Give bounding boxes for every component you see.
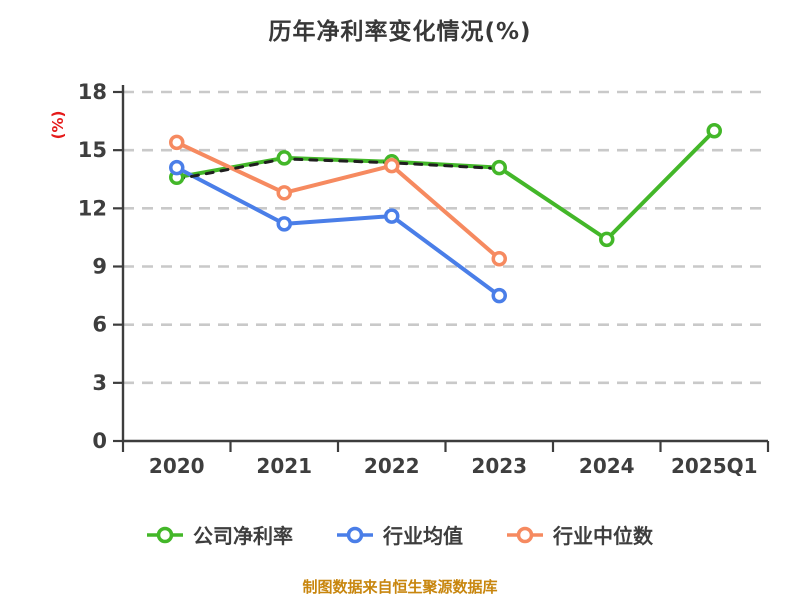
legend-label-industry-average: 行业均值 xyxy=(383,524,463,548)
marker-industry-average-2023 xyxy=(491,287,507,304)
y-tick-label-12: 12 xyxy=(78,196,107,220)
marker-industry-average-2022 xyxy=(384,208,400,224)
legend-marker-blue-icon xyxy=(337,526,373,543)
x-tick-label-2023: 2023 xyxy=(471,454,527,478)
series-line-company-net-margin xyxy=(174,128,717,242)
data-source-note: 制图数据来自恒生聚源数据库 xyxy=(302,578,498,596)
x-tick-label-2024: 2024 xyxy=(579,454,635,478)
y-tick-label-18: 18 xyxy=(78,80,107,104)
y-tick-label-0: 0 xyxy=(92,429,107,453)
y-tick-label-15: 15 xyxy=(78,138,107,162)
legend-item-company-net-margin[interactable]: 公司净利率 xyxy=(147,520,293,549)
marker-company-net-margin-2024 xyxy=(599,231,615,248)
marker-industry-median-2021 xyxy=(276,185,292,201)
legend-item-industry-average[interactable]: 行业均值 xyxy=(337,520,463,549)
series-line-unlabeled-dashed-overlay xyxy=(175,157,501,181)
legend-label-industry-median: 行业中位数 xyxy=(553,524,653,548)
x-tick-label-2020: 2020 xyxy=(149,454,205,478)
marker-company-net-margin-2021 xyxy=(276,150,292,166)
series-line-industry-average xyxy=(174,165,502,298)
marker-industry-average-2021 xyxy=(276,216,292,232)
y-tick-label-3: 3 xyxy=(92,371,107,395)
chart-legend: 公司净利率 行业均值 行业中位数 xyxy=(0,520,800,549)
marker-industry-average-2020 xyxy=(169,159,185,176)
x-tick-label-2021: 2021 xyxy=(256,454,312,478)
x-tick-label-2025Q1: 2025Q1 xyxy=(671,454,758,478)
marker-company-net-margin-2025Q1 xyxy=(706,123,722,139)
legend-marker-green-icon xyxy=(147,526,183,543)
marker-industry-median-2022 xyxy=(384,157,400,174)
marker-industry-median-2020 xyxy=(169,134,185,151)
x-tick-label-2022: 2022 xyxy=(364,454,420,478)
marker-industry-median-2023 xyxy=(491,250,507,267)
y-tick-label-6: 6 xyxy=(92,313,107,337)
y-tick-label-9: 9 xyxy=(92,255,107,279)
marker-company-net-margin-2023 xyxy=(491,159,507,176)
legend-marker-orange-icon xyxy=(507,526,543,543)
legend-item-industry-median[interactable]: 行业中位数 xyxy=(507,520,653,549)
legend-label-company-net-margin: 公司净利率 xyxy=(193,524,293,548)
chart-title: 历年净利率变化情况(%) xyxy=(268,19,532,45)
series-line-industry-median xyxy=(174,140,502,261)
